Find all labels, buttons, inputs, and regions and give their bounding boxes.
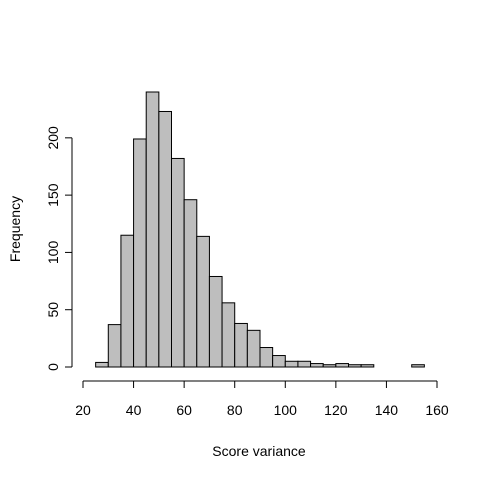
bar bbox=[171, 157, 185, 368]
bar bbox=[259, 347, 274, 368]
y-tick-label: 100 bbox=[45, 241, 61, 265]
x-tick-label: 140 bbox=[375, 402, 399, 418]
y-tick-label: 50 bbox=[45, 302, 61, 318]
bar bbox=[322, 364, 337, 368]
x-axis-label: Score variance bbox=[212, 443, 306, 459]
bar bbox=[234, 322, 248, 368]
x-tick-label: 40 bbox=[126, 402, 142, 418]
bar bbox=[183, 199, 198, 368]
bar bbox=[360, 364, 375, 368]
bar bbox=[246, 329, 261, 368]
bar bbox=[196, 235, 210, 368]
bar bbox=[221, 302, 236, 368]
bar bbox=[284, 360, 299, 368]
bar bbox=[348, 364, 362, 368]
x-tick-label: 100 bbox=[274, 402, 298, 418]
bar bbox=[107, 324, 122, 368]
bar bbox=[310, 363, 324, 368]
x-tick-label: 120 bbox=[324, 402, 348, 418]
bar bbox=[145, 91, 160, 368]
bar bbox=[133, 138, 147, 368]
bar bbox=[95, 361, 109, 368]
y-tick-label: 150 bbox=[45, 183, 61, 207]
bar bbox=[297, 360, 312, 368]
bar bbox=[158, 110, 173, 368]
y-tick-label: 0 bbox=[45, 363, 61, 371]
bar bbox=[208, 275, 223, 368]
bar bbox=[335, 363, 350, 368]
x-tick-label: 80 bbox=[227, 402, 243, 418]
x-tick-label: 160 bbox=[425, 402, 449, 418]
bar bbox=[272, 355, 286, 368]
bar bbox=[411, 364, 425, 368]
x-tick-label: 20 bbox=[75, 402, 91, 418]
y-tick-label: 200 bbox=[45, 126, 61, 150]
y-axis-label: Frequency bbox=[7, 196, 23, 262]
x-tick-label: 60 bbox=[176, 402, 192, 418]
bar bbox=[120, 234, 135, 368]
